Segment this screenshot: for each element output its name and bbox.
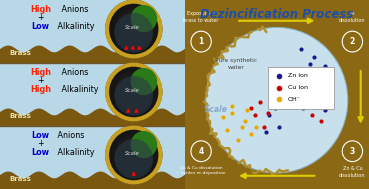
Bar (0, 0, 184, 63)
Circle shape (208, 45, 221, 58)
Circle shape (192, 90, 205, 103)
Text: +: + (37, 139, 44, 148)
Text: High: High (30, 5, 51, 14)
Circle shape (232, 24, 245, 37)
Circle shape (246, 17, 259, 30)
Circle shape (200, 59, 213, 72)
Text: Anions: Anions (55, 131, 84, 140)
Text: Alkalinity: Alkalinity (59, 85, 98, 94)
Text: 4: 4 (199, 147, 204, 156)
Circle shape (219, 33, 232, 46)
Text: 3: 3 (350, 147, 355, 156)
Text: Brass: Brass (9, 113, 31, 119)
Text: Zn ion: Zn ion (288, 73, 308, 78)
Text: Cu ion: Cu ion (288, 85, 308, 90)
Circle shape (270, 174, 283, 187)
Circle shape (114, 139, 153, 179)
Text: Dezincification Process: Dezincification Process (200, 8, 354, 21)
Text: Brass: Brass (9, 50, 31, 56)
Circle shape (194, 74, 207, 87)
Text: 1: 1 (199, 37, 204, 46)
Text: 2: 2 (350, 37, 355, 46)
Circle shape (114, 76, 153, 116)
Text: Scale: Scale (125, 151, 139, 156)
Text: Scale: Scale (125, 25, 139, 30)
Text: Pure synthetic
water: Pure synthetic water (215, 58, 257, 70)
Circle shape (114, 135, 154, 175)
Circle shape (214, 149, 227, 162)
Text: +: + (37, 76, 44, 85)
Text: High: High (30, 85, 51, 94)
Text: Brass: Brass (9, 176, 31, 182)
Circle shape (131, 68, 157, 95)
Text: High: High (30, 68, 51, 77)
Bar (0, 126, 184, 189)
Circle shape (131, 131, 157, 158)
Circle shape (105, 63, 162, 121)
Text: Low: Low (32, 148, 49, 157)
Circle shape (114, 13, 153, 53)
Text: Zn
dissolution: Zn dissolution (339, 12, 366, 23)
Circle shape (131, 5, 157, 32)
Circle shape (114, 9, 154, 49)
Circle shape (225, 160, 238, 173)
Circle shape (239, 167, 252, 181)
Circle shape (255, 172, 268, 185)
Text: Scale: Scale (125, 88, 139, 93)
Text: Anions: Anions (59, 68, 88, 77)
Text: Zn & Cu dissolution
+ oxides re-deposition: Zn & Cu dissolution + oxides re-depositi… (176, 166, 226, 175)
FancyBboxPatch shape (268, 67, 334, 109)
Text: Alkalinity: Alkalinity (55, 148, 94, 157)
Circle shape (206, 27, 348, 173)
Text: Low: Low (32, 131, 49, 140)
Circle shape (204, 136, 217, 149)
Text: Exposure of
brass to water: Exposure of brass to water (183, 12, 219, 23)
Text: Alkalinity: Alkalinity (55, 22, 94, 31)
Text: +: + (37, 13, 44, 22)
Text: Zn & Cu
dissolution: Zn & Cu dissolution (339, 166, 366, 177)
Text: Anions: Anions (59, 5, 88, 14)
Bar (0, 63, 184, 126)
Circle shape (197, 122, 210, 135)
Circle shape (193, 106, 206, 119)
Text: Scale: Scale (206, 105, 228, 114)
Circle shape (105, 0, 162, 58)
Text: OH⁻: OH⁻ (288, 97, 301, 102)
Circle shape (105, 126, 162, 184)
Text: Low: Low (32, 22, 49, 31)
Circle shape (114, 72, 154, 112)
